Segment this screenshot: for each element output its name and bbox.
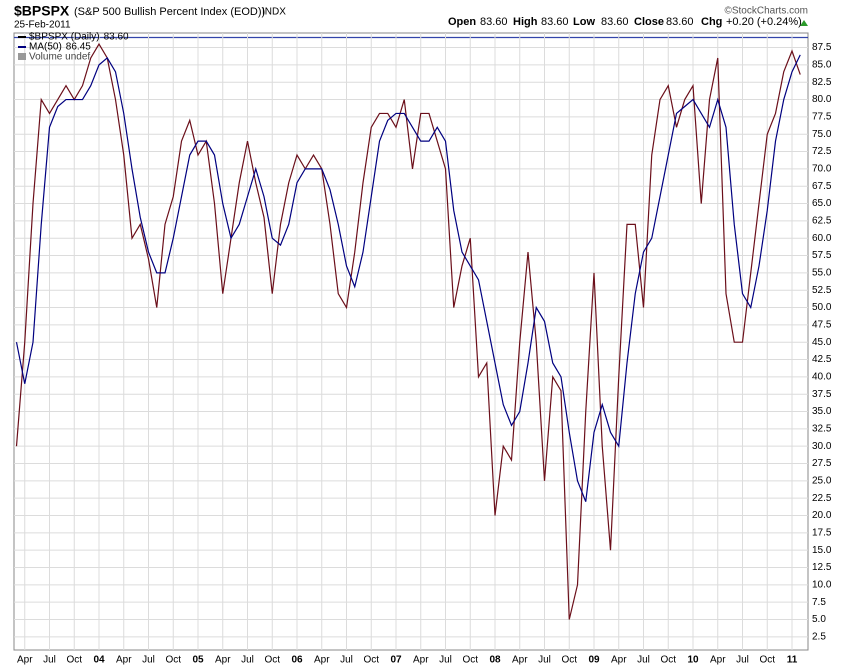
quote-label: High: [513, 16, 538, 28]
plot-frame: [13, 32, 809, 651]
change-arrow: [800, 20, 808, 26]
x-tick-label: Jul: [439, 655, 452, 666]
x-tick-label: Jul: [538, 655, 551, 666]
y-tick-label: 65.0: [812, 198, 832, 209]
x-tick-label: 08: [489, 655, 501, 666]
y-tick-label: 42.5: [812, 354, 832, 365]
x-tick-label: Oct: [165, 655, 181, 666]
y-tick-label: 87.5: [812, 42, 832, 53]
y-tick-label: 25.0: [812, 475, 832, 486]
series-line: [15, 54, 801, 502]
y-tick-label: 30.0: [812, 441, 832, 452]
x-tick-label: 05: [192, 655, 204, 666]
y-tick-label: 40.0: [812, 371, 832, 382]
quote-value: +0.20 (+0.24%): [726, 16, 802, 28]
x-tick-label: Apr: [413, 655, 429, 666]
y-tick-label: 20.0: [812, 510, 832, 521]
y-tick-label: 7.5: [812, 597, 826, 608]
x-tick-label: Jul: [43, 655, 56, 666]
x-tick-label: Jul: [637, 655, 650, 666]
quote-label: Chg: [701, 16, 722, 28]
y-tick-label: 55.0: [812, 268, 832, 279]
legend-label: $BPSPX (Daily): [29, 32, 100, 43]
quote-label: Close: [634, 16, 664, 28]
y-tick-label: 47.5: [812, 320, 832, 331]
x-tick-label: Jul: [736, 655, 749, 666]
credit: ©StockCharts.com: [724, 6, 808, 17]
y-tick-label: 72.5: [812, 146, 832, 157]
quote-value: 83.60: [601, 16, 629, 28]
y-tick-label: 35.0: [812, 406, 832, 417]
x-tick-label: Apr: [611, 655, 627, 666]
y-tick-label: 15.0: [812, 545, 832, 556]
x-tick-label: Apr: [314, 655, 330, 666]
x-tick-label: Oct: [561, 655, 577, 666]
x-tick-label: Apr: [116, 655, 132, 666]
y-tick-label: 57.5: [812, 250, 832, 261]
x-tick-label: Oct: [660, 655, 676, 666]
y-tick-label: 67.5: [812, 181, 832, 192]
y-tick-label: 27.5: [812, 458, 832, 469]
x-tick-label: Apr: [215, 655, 231, 666]
x-tick-label: Apr: [17, 655, 33, 666]
legend-label: MA(50): [29, 42, 62, 53]
y-tick-label: 2.5: [812, 631, 826, 642]
date: 25-Feb-2011: [14, 20, 71, 31]
y-tick-label: 60.0: [812, 233, 832, 244]
y-tick-label: 62.5: [812, 216, 832, 227]
quote-value: 83.60: [666, 16, 694, 28]
x-tick-label: Apr: [710, 655, 726, 666]
x-tick-label: 11: [787, 655, 798, 666]
legend-value: 86.45: [66, 42, 91, 53]
x-tick-label: Oct: [759, 655, 775, 666]
x-tick-label: 07: [390, 655, 402, 666]
x-tick-label: Jul: [142, 655, 155, 666]
x-tick-label: Apr: [512, 655, 528, 666]
y-tick-label: 75.0: [812, 129, 832, 140]
x-tick-label: Oct: [363, 655, 379, 666]
quote-value: 83.60: [480, 16, 508, 28]
x-tick-label: 06: [291, 655, 303, 666]
y-tick-label: 17.5: [812, 527, 832, 538]
y-tick-label: 10.0: [812, 579, 832, 590]
symbol: $BPSPX: [14, 3, 70, 19]
y-tick-label: 12.5: [812, 562, 832, 573]
legend-value: 83.60: [104, 32, 129, 43]
y-tick-label: 77.5: [812, 112, 832, 123]
y-tick-label: 52.5: [812, 285, 832, 296]
x-tick-label: Oct: [462, 655, 478, 666]
quote-label: Open: [448, 16, 476, 28]
x-tick-label: 10: [687, 655, 699, 666]
quote-value: 83.60: [541, 16, 569, 28]
quote-label: Low: [573, 16, 595, 28]
x-tick-label: 09: [588, 655, 600, 666]
y-tick-label: 50.0: [812, 302, 832, 313]
x-tick-label: 04: [93, 655, 105, 666]
exchange: INDX: [262, 7, 286, 18]
y-tick-label: 82.5: [812, 77, 832, 88]
y-tick-label: 70.0: [812, 164, 832, 175]
y-tick-label: 5.0: [812, 614, 826, 625]
volume-label: Volume undef: [29, 52, 90, 63]
y-tick-label: 22.5: [812, 493, 832, 504]
y-tick-label: 32.5: [812, 423, 832, 434]
x-tick-label: Oct: [66, 655, 82, 666]
volume-icon: [18, 53, 26, 60]
x-tick-label: Oct: [264, 655, 280, 666]
series-line: [15, 42, 801, 620]
y-tick-label: 80.0: [812, 94, 832, 105]
y-tick-label: 85.0: [812, 60, 832, 71]
description: (S&P 500 Bullish Percent Index (EOD)): [74, 6, 265, 18]
y-tick-label: 37.5: [812, 389, 832, 400]
y-tick-label: 45.0: [812, 337, 832, 348]
x-tick-label: Jul: [241, 655, 254, 666]
x-tick-label: Jul: [340, 655, 353, 666]
